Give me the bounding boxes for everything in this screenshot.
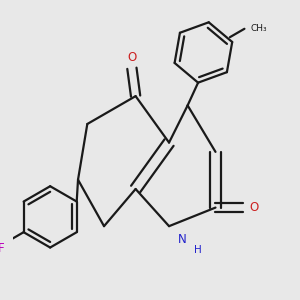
Text: F: F xyxy=(0,242,4,255)
Text: O: O xyxy=(250,201,259,214)
Text: O: O xyxy=(127,51,136,64)
Text: H: H xyxy=(194,245,202,255)
Text: CH₃: CH₃ xyxy=(251,24,268,33)
Text: N: N xyxy=(178,233,186,246)
